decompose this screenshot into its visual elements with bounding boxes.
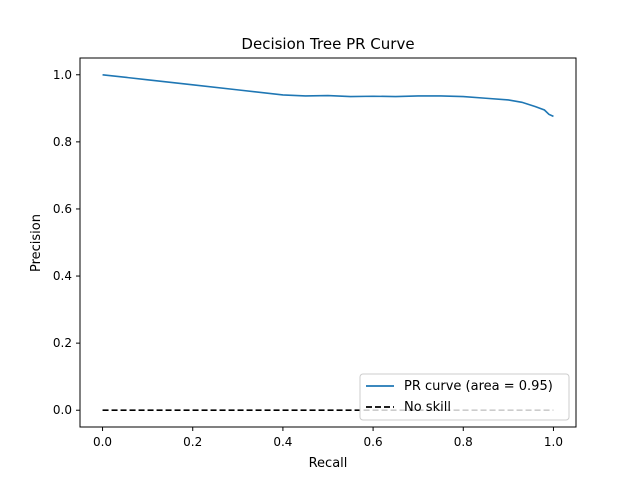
chart-title: Decision Tree PR Curve (241, 35, 414, 53)
y-tick-label: 0.6 (53, 202, 72, 216)
y-axis-ticks: 0.0 0.2 0.4 0.6 0.8 1.0 (53, 68, 80, 417)
axes-frame (79, 57, 577, 428)
y-tick-label: 0.0 (53, 403, 72, 417)
x-tick-label: 0.0 (93, 435, 112, 449)
legend-box (359, 373, 570, 421)
series-layer (102, 73, 554, 412)
y-axis-label: Precision (29, 214, 44, 272)
series-line-0 (102, 73, 554, 118)
y-tick-label: 0.2 (53, 336, 72, 350)
plot-area (79, 57, 577, 428)
y-tick-label: 0.8 (53, 135, 72, 149)
x-tick-label: 0.6 (364, 435, 383, 449)
y-tick-label: 1.0 (53, 68, 72, 82)
x-tick-label: 0.4 (273, 435, 292, 449)
x-tick-label: 0.8 (454, 435, 473, 449)
legend-label-pr-curve: PR curve (area = 0.95) (404, 379, 553, 394)
x-tick-label: 0.2 (183, 435, 202, 449)
x-axis-label: Recall (309, 456, 348, 471)
legend-label-no-skill: No skill (404, 400, 451, 415)
x-axis-ticks: 0.0 0.2 0.4 0.6 0.8 1.0 (93, 427, 563, 449)
x-tick-label: 1.0 (544, 435, 563, 449)
legend: PR curve (area = 0.95) No skill (359, 373, 570, 421)
y-tick-label: 0.4 (53, 269, 72, 283)
